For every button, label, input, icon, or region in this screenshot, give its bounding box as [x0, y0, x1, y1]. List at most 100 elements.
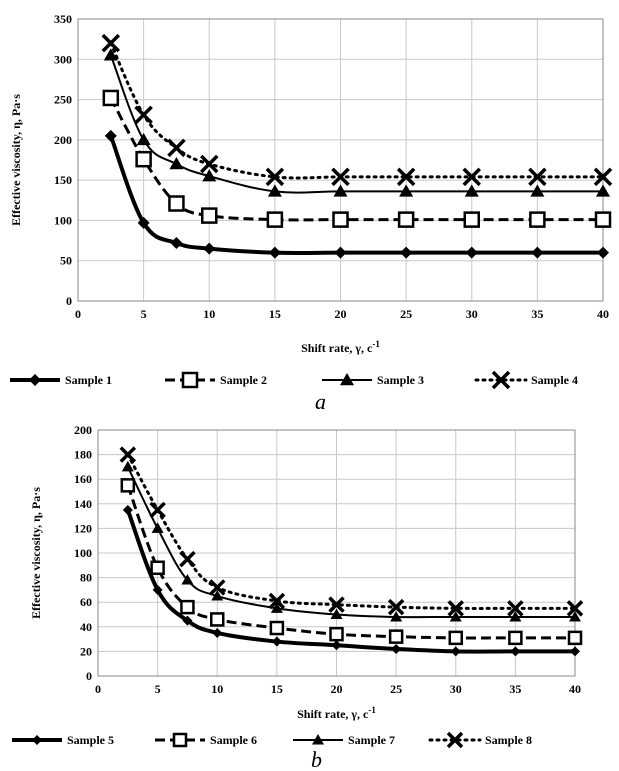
data-point	[531, 246, 544, 259]
data-point	[120, 478, 136, 493]
legend-item: Sample 3	[322, 373, 424, 387]
data-point	[201, 207, 218, 224]
data-point	[211, 590, 224, 601]
series-sample-3	[103, 48, 610, 197]
y-tick-label: 160	[74, 472, 92, 486]
data-point	[390, 610, 403, 622]
y-tick-label: 20	[80, 644, 92, 658]
data-point	[122, 504, 133, 515]
legend-label: Sample 6	[210, 733, 257, 747]
chart-b: 0 20 40 60 80 100 120 140 160 180 200 0 5 10 15 20 25 30 3…	[12, 423, 584, 771]
y-tick-label: 200	[54, 133, 72, 147]
data-point	[388, 629, 404, 644]
data-point	[567, 630, 583, 646]
data-point	[597, 246, 609, 259]
legend-marker	[29, 374, 41, 386]
y-axis-title: Effective viscosity, η, Pa·s	[29, 487, 43, 619]
data-point	[268, 592, 286, 610]
data-point	[329, 626, 344, 642]
legend-marker	[446, 731, 464, 749]
data-point	[463, 211, 480, 228]
x-tick-label: 40	[569, 682, 581, 696]
legend-label: Sample 3	[377, 373, 424, 387]
y-tick-label: 120	[74, 521, 92, 535]
data-point	[530, 184, 545, 197]
legend-item: Sample 8	[428, 731, 532, 749]
series-sample-2	[102, 89, 612, 228]
y-tick-label: 100	[54, 213, 72, 227]
data-point	[507, 600, 524, 617]
data-point	[400, 246, 413, 259]
data-point	[180, 599, 195, 615]
legend-marker	[181, 371, 199, 389]
data-point	[167, 138, 186, 158]
series-sample-5	[122, 504, 580, 657]
legend-label: Sample 5	[67, 733, 114, 747]
data-point	[594, 211, 612, 228]
series-line	[126, 453, 577, 610]
data-point	[596, 184, 610, 197]
plot-area	[97, 429, 576, 677]
data-point	[328, 596, 345, 613]
data-point	[334, 246, 347, 259]
series-sample-1	[104, 129, 609, 259]
data-point	[529, 211, 546, 228]
y-tick-label: 350	[54, 12, 72, 26]
y-tick-label: 250	[54, 93, 72, 107]
legend-marker	[312, 734, 324, 745]
data-point	[569, 610, 581, 622]
y-tick-label: 140	[74, 497, 92, 511]
data-point	[508, 630, 523, 646]
x-tick-label: 30	[466, 307, 478, 321]
data-point	[136, 132, 151, 146]
data-point	[119, 446, 137, 463]
y-tick-label: 200	[74, 423, 92, 437]
x-tick-label: 0	[95, 682, 101, 696]
data-point	[170, 236, 183, 249]
data-point	[104, 129, 117, 142]
x-tick-label: 20	[335, 307, 347, 321]
series-sample-7	[121, 460, 581, 622]
data-point	[510, 646, 521, 657]
data-point	[181, 574, 194, 585]
y-tick-label: 40	[80, 620, 92, 634]
x-tick-label: 10	[211, 682, 223, 696]
legend-marker	[172, 732, 188, 748]
data-point	[121, 460, 134, 472]
data-point	[102, 89, 120, 107]
data-point	[396, 167, 416, 187]
y-tick-label: 300	[54, 52, 72, 66]
data-point	[269, 620, 285, 636]
legend-item: Sample 6	[155, 732, 257, 748]
x-tick-label: 35	[509, 682, 521, 696]
series-sample-8	[119, 446, 584, 617]
data-point	[200, 154, 219, 174]
y-axis-title: Effective viscosity, η, Pa·s	[9, 94, 23, 226]
legend-item: Sample 1	[10, 373, 112, 387]
legend-label: Sample 1	[65, 373, 112, 387]
data-point	[387, 598, 405, 616]
data-point	[168, 195, 185, 212]
x-tick-label: 25	[400, 307, 412, 321]
data-point	[103, 48, 118, 61]
data-point	[528, 167, 547, 187]
series-line	[126, 466, 575, 619]
y-tick-label: 150	[54, 173, 72, 187]
data-point	[566, 600, 584, 617]
y-tick-label: 60	[80, 595, 92, 609]
data-point	[509, 610, 522, 622]
x-axis-title: Shift rate, γ, c-1	[297, 705, 376, 721]
series-sample-6	[120, 478, 583, 646]
series-line	[125, 509, 575, 654]
data-point	[331, 640, 342, 651]
data-point	[593, 167, 613, 187]
data-point	[151, 522, 164, 533]
data-point	[209, 579, 226, 596]
y-tick-label: 0	[66, 294, 72, 308]
series-line	[109, 97, 603, 222]
data-point	[268, 246, 281, 259]
data-point	[330, 608, 343, 619]
data-point	[464, 184, 479, 197]
data-point	[450, 646, 461, 657]
